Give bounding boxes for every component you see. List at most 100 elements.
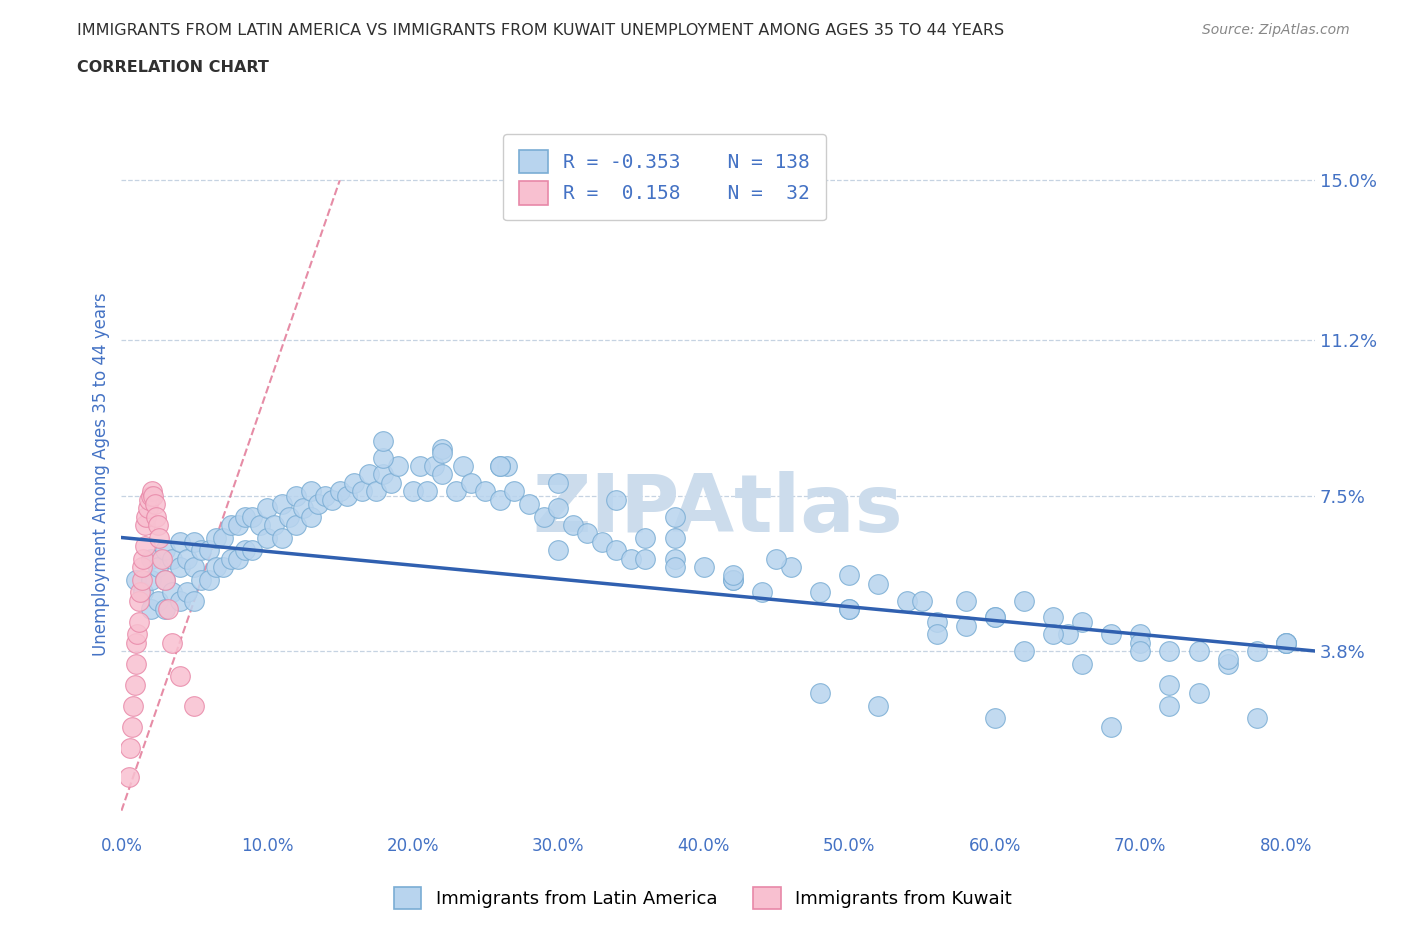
Point	[135, 509, 157, 524]
Point	[576, 525, 599, 540]
Point	[808, 685, 831, 700]
Point	[143, 497, 166, 512]
Point	[1187, 644, 1209, 658]
Point	[692, 560, 714, 575]
Point	[1187, 685, 1209, 700]
Point	[721, 572, 744, 587]
Point	[460, 475, 482, 490]
Point	[190, 572, 212, 587]
Point	[496, 458, 519, 473]
Point	[620, 551, 643, 566]
Point	[249, 517, 271, 532]
Point	[925, 614, 948, 629]
Point	[176, 585, 198, 600]
Point	[336, 488, 359, 503]
Point	[357, 467, 380, 482]
Point	[125, 657, 148, 671]
Point	[139, 602, 162, 617]
Point	[121, 719, 143, 734]
Point	[489, 458, 512, 473]
Point	[153, 602, 176, 617]
Point	[1275, 635, 1298, 650]
Point	[153, 543, 176, 558]
Point	[1071, 657, 1094, 671]
Point	[453, 458, 475, 473]
Point	[169, 560, 191, 575]
Point	[219, 551, 242, 566]
Text: Source: ZipAtlas.com: Source: ZipAtlas.com	[1202, 23, 1350, 37]
Point	[721, 572, 744, 587]
Point	[125, 635, 148, 650]
Point	[430, 446, 453, 461]
Point	[131, 572, 153, 587]
Point	[401, 484, 423, 498]
Point	[153, 572, 176, 587]
Point	[122, 698, 145, 713]
Point	[150, 551, 173, 566]
Point	[148, 530, 170, 545]
Point	[838, 602, 860, 617]
Point	[256, 530, 278, 545]
Point	[1246, 644, 1268, 658]
Point	[343, 475, 366, 490]
Point	[132, 551, 155, 566]
Point	[118, 770, 141, 785]
Point	[183, 560, 205, 575]
Point	[983, 610, 1005, 625]
Point	[157, 602, 180, 617]
Point	[983, 610, 1005, 625]
Point	[277, 509, 299, 524]
Point	[128, 593, 150, 608]
Point	[373, 433, 395, 448]
Point	[1071, 614, 1094, 629]
Point	[233, 509, 256, 524]
Point	[153, 572, 176, 587]
Point	[127, 627, 149, 642]
Point	[868, 577, 890, 591]
Point	[139, 551, 162, 566]
Point	[128, 614, 150, 629]
Point	[409, 458, 432, 473]
Point	[1159, 644, 1181, 658]
Legend: Immigrants from Latin America, Immigrants from Kuwait: Immigrants from Latin America, Immigrant…	[387, 880, 1019, 916]
Point	[387, 458, 409, 473]
Point	[868, 698, 890, 713]
Point	[205, 530, 228, 545]
Point	[664, 560, 686, 575]
Point	[197, 543, 219, 558]
Point	[1216, 652, 1239, 667]
Point	[547, 543, 569, 558]
Point	[517, 497, 540, 512]
Point	[205, 560, 228, 575]
Point	[533, 509, 555, 524]
Point	[430, 442, 453, 457]
Point	[1099, 627, 1122, 642]
Point	[146, 517, 169, 532]
Point	[1099, 719, 1122, 734]
Point	[634, 530, 657, 545]
Point	[1012, 644, 1035, 658]
Point	[212, 560, 235, 575]
Point	[263, 517, 285, 532]
Point	[430, 467, 453, 482]
Point	[162, 585, 184, 600]
Point	[765, 551, 787, 566]
Y-axis label: Unemployment Among Ages 35 to 44 years: Unemployment Among Ages 35 to 44 years	[93, 293, 110, 657]
Text: CORRELATION CHART: CORRELATION CHART	[77, 60, 269, 75]
Point	[256, 500, 278, 515]
Point	[605, 492, 627, 507]
Point	[503, 484, 526, 498]
Point	[664, 509, 686, 524]
Point	[547, 475, 569, 490]
Point	[136, 500, 159, 515]
Point	[307, 497, 329, 512]
Point	[373, 467, 395, 482]
Point	[1129, 627, 1152, 642]
Point	[190, 543, 212, 558]
Point	[219, 517, 242, 532]
Legend: R = -0.353    N = 138, R =  0.158    N =  32: R = -0.353 N = 138, R = 0.158 N = 32	[503, 134, 825, 220]
Point	[134, 517, 156, 532]
Point	[242, 543, 264, 558]
Point	[169, 535, 191, 550]
Point	[299, 484, 322, 498]
